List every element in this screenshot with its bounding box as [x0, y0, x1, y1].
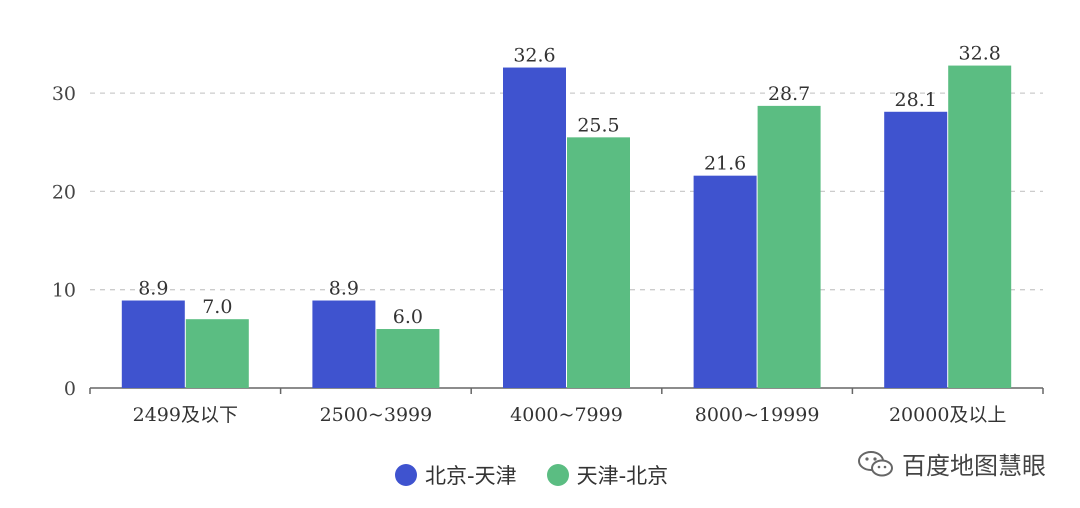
bar-series-2 — [948, 65, 1012, 389]
x-tick-label: 2499及以下 — [133, 404, 238, 426]
data-label: 32.8 — [959, 43, 1001, 65]
data-label: 7.0 — [202, 296, 232, 318]
bar-series-1 — [693, 175, 757, 388]
data-label: 21.6 — [704, 153, 746, 175]
bar-series-2 — [567, 137, 630, 388]
legend-swatch-series-1 — [395, 464, 417, 486]
data-label: 8.9 — [329, 278, 359, 300]
bar-chart: 0 10 20 30 2499及以下 8.9 7.0 2500~3999 8.9 6.0 4000~… — [52, 43, 1044, 426]
legend: 北京-天津 天津-北京 — [395, 460, 698, 490]
data-label: 28.7 — [768, 83, 810, 105]
legend-swatch-series-2 — [546, 464, 569, 486]
legend-item-series-2[interactable]: 天津-北京 — [546, 460, 669, 490]
legend-label-series-1: 北京-天津 — [425, 464, 517, 488]
y-tick-label: 30 — [52, 83, 76, 105]
legend-label-series-2: 天津-北京 — [576, 464, 669, 488]
x-tick-label: 8000~19999 — [695, 404, 820, 426]
x-tick-label: 20000及以上 — [889, 404, 1006, 426]
bar-series-2 — [757, 105, 821, 388]
bar-series-1 — [121, 300, 185, 388]
x-tick-label: 4000~7999 — [510, 404, 623, 426]
watermark-text: 百度地图慧眼 — [902, 452, 1046, 480]
y-tick-label: 0 — [64, 378, 76, 400]
bar-series-2 — [185, 319, 249, 388]
data-label: 6.0 — [393, 306, 423, 328]
bar-series-2 — [376, 329, 440, 388]
x-tick-label: 2500~3999 — [320, 404, 433, 426]
y-tick-label: 20 — [52, 181, 76, 203]
data-label: 8.9 — [138, 278, 168, 300]
y-tick-label: 10 — [52, 280, 76, 302]
watermark: 百度地图慧眼 — [856, 446, 1046, 481]
data-label: 25.5 — [577, 114, 619, 136]
bar-series-1 — [503, 67, 566, 389]
data-label: 32.6 — [513, 45, 555, 67]
legend-item-series-1[interactable]: 北京-天津 — [395, 460, 517, 490]
bar-series-1 — [312, 300, 376, 388]
data-label: 28.1 — [895, 89, 937, 111]
bar-series-1 — [884, 111, 948, 388]
wechat-icon — [858, 450, 893, 476]
